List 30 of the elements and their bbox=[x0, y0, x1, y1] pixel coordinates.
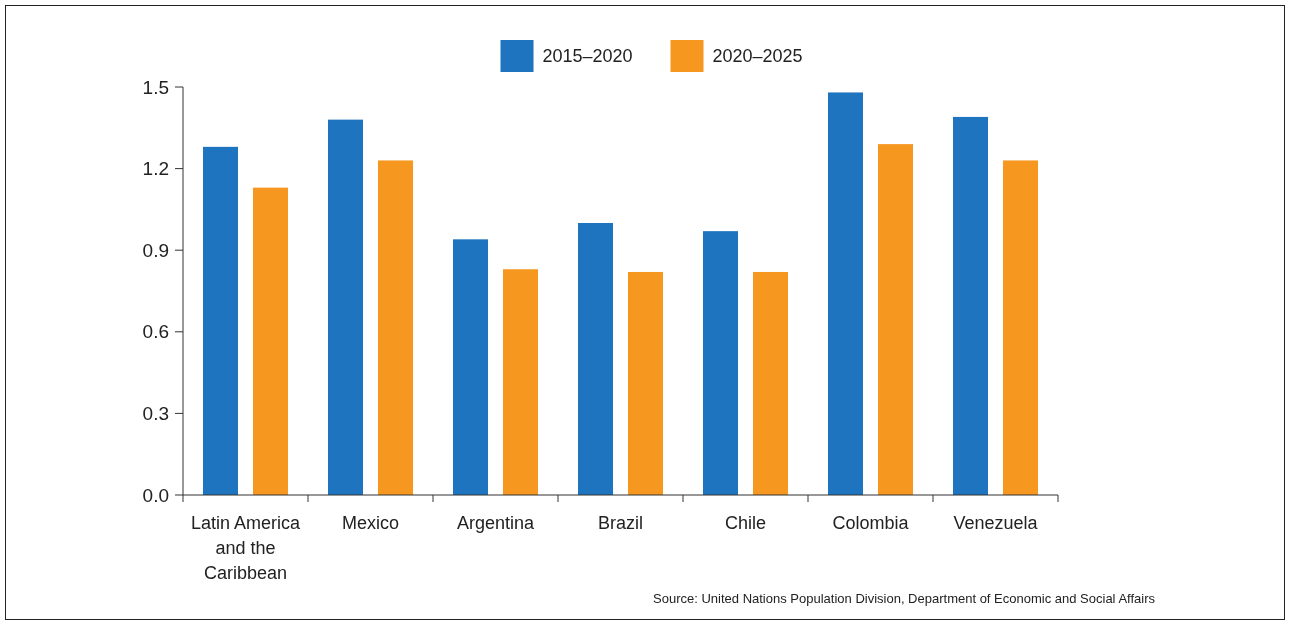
bar bbox=[628, 271, 663, 495]
bar bbox=[203, 146, 238, 495]
bar bbox=[503, 269, 538, 495]
y-tick-label: 0.0 bbox=[142, 484, 169, 506]
x-tick-label: Venezuela bbox=[953, 513, 1039, 533]
bar bbox=[953, 116, 988, 495]
x-tick-label: Mexico bbox=[341, 513, 400, 533]
y-tick-label: 1.2 bbox=[142, 158, 169, 180]
bar bbox=[578, 223, 613, 495]
x-tick-label: Argentina bbox=[456, 513, 536, 533]
bar bbox=[378, 160, 413, 495]
x-tick-label: Latin America and the Caribbean bbox=[190, 513, 302, 583]
bar bbox=[453, 239, 488, 495]
y-tick-label: 0.6 bbox=[142, 321, 169, 343]
bar bbox=[328, 119, 363, 495]
source-note: Source: United Nations Population Division, Department of Economic and Social Affairs bbox=[653, 591, 1156, 606]
legend-label: 2020–2025 bbox=[712, 46, 803, 67]
bar bbox=[753, 271, 788, 495]
bar bbox=[253, 187, 288, 495]
bar bbox=[1003, 160, 1038, 495]
bar bbox=[878, 144, 913, 495]
y-tick-label: 1.5 bbox=[142, 76, 169, 98]
bar bbox=[703, 231, 738, 495]
legend-label: 2015–2020 bbox=[542, 46, 633, 67]
y-tick-label: 0.9 bbox=[142, 239, 169, 261]
x-tick-label: Brazil bbox=[597, 513, 644, 533]
x-tick-label: Colombia bbox=[832, 513, 910, 533]
x-tick-label: Chile bbox=[724, 513, 767, 533]
y-tick-label: 0.3 bbox=[142, 403, 169, 425]
bar bbox=[828, 92, 863, 495]
